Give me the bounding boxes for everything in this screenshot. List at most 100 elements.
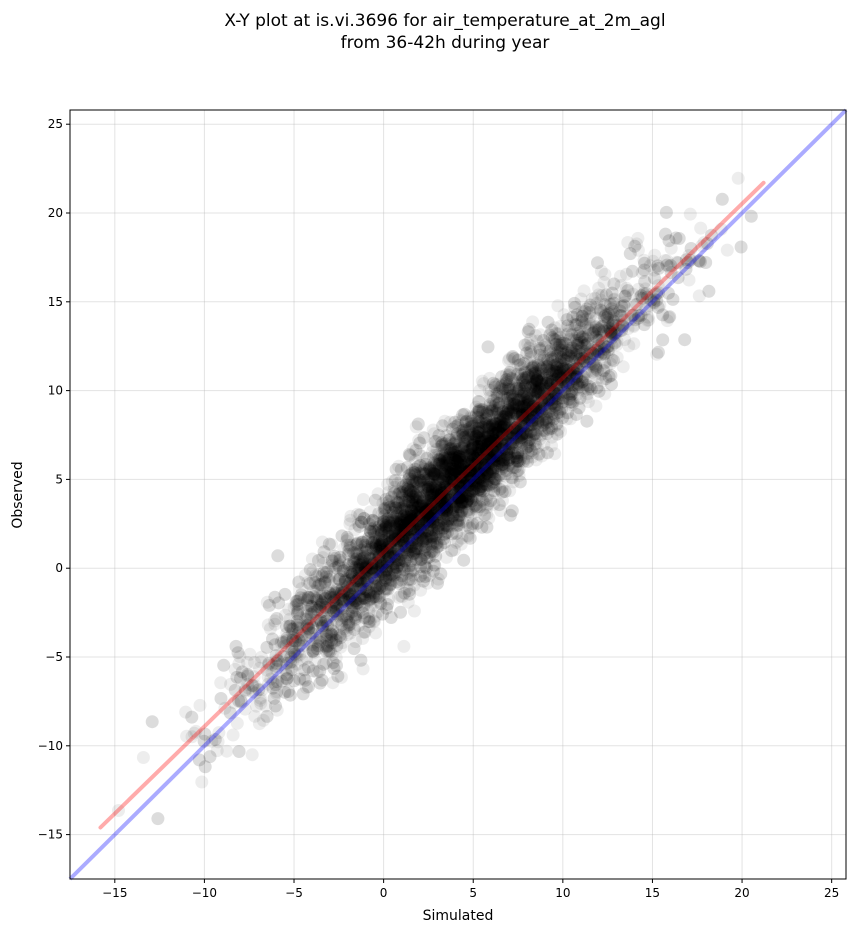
scatter-point [248,679,262,693]
scatter-point [486,440,500,453]
scatter-point [533,429,547,443]
scatter-point [512,378,526,392]
scatter-point [440,471,454,485]
scatter-point [403,532,417,546]
scatter-point [487,478,501,492]
scatter-point [439,447,453,461]
scatter-point [431,507,445,521]
scatter-point [446,477,460,490]
scatter-point [477,455,491,469]
scatter-point [539,369,553,383]
scatter-point [416,533,430,547]
scatter-point [546,387,560,401]
scatter-point [512,446,525,460]
scatter-point [432,505,446,519]
scatter-point [440,550,453,564]
scatter-point [349,635,363,649]
scatter-point [603,357,617,371]
scatter-point [556,378,570,392]
scatter-point [507,373,521,387]
scatter-point [409,546,423,559]
scatter-point [478,442,492,456]
scatter-point [421,513,435,527]
scatter-point [522,447,536,461]
scatter-point [545,410,559,424]
scatter-point [538,391,552,405]
scatter-point [274,649,288,662]
scatter-point [291,602,305,616]
scatter-point [396,521,410,535]
scatter-point [433,476,447,490]
scatter-point [533,328,547,342]
scatter-point [279,663,293,677]
scatter-point [499,417,513,431]
scatter-point [439,474,453,488]
scatter-point [415,525,429,539]
scatter-point [479,420,493,434]
scatter-point [622,339,636,353]
scatter-point [322,625,336,639]
scatter-point [337,542,351,556]
scatter-point [422,490,436,504]
scatter-point [404,505,418,518]
scatter-point [604,319,618,333]
scatter-point [416,488,430,502]
scatter-point [400,526,414,540]
scatter-point [469,422,483,436]
scatter-point [414,523,428,537]
scatter-point [450,518,464,532]
scatter-point [550,398,564,412]
scatter-point [392,459,406,473]
scatter-point [452,466,466,480]
scatter-point [650,347,664,361]
scatter-point [683,207,697,221]
scatter-point [371,563,385,577]
scatter-point [298,568,312,582]
scatter-point [478,452,492,466]
scatter-point [483,451,497,465]
scatter-point [477,377,491,391]
scatter-point [533,407,547,421]
scatter-point [356,584,370,598]
scatter-point [458,435,472,449]
scatter-point [470,424,484,438]
scatter-point [333,589,347,603]
scatter-point [605,339,619,353]
scatter-point [401,482,415,496]
scatter-point [362,517,376,531]
scatter-point [468,430,482,444]
scatter-point [382,518,396,532]
scatter-point [417,538,431,551]
scatter-point [480,478,494,492]
scatter-point [295,653,309,667]
scatter-point [378,539,392,553]
scatter-point [476,436,490,450]
scatter-point [513,389,527,403]
scatter-point [335,601,349,615]
scatter-point [457,451,471,465]
scatter-point [311,580,325,594]
scatter-point [388,499,402,513]
scatter-point [457,471,470,485]
scatter-point [464,411,478,425]
scatter-point [592,324,606,338]
scatter-point [248,709,262,723]
scatter-point [397,525,411,539]
scatter-point [450,500,464,514]
scatter-point [189,724,203,738]
scatter-point [325,559,339,572]
scatter-point [453,483,467,497]
scatter-point [440,501,454,515]
scatter-point [424,534,438,548]
scatter-point [338,583,352,597]
scatter-point [354,653,368,667]
scatter-point [551,397,565,411]
scatter-point [448,462,462,476]
scatter-point [521,337,535,351]
scatter-point [327,562,341,576]
scatter-point [462,432,476,446]
scatter-point [446,472,460,486]
scatter-point [462,463,476,477]
scatter-point [392,519,406,533]
scatter-point [529,377,543,391]
